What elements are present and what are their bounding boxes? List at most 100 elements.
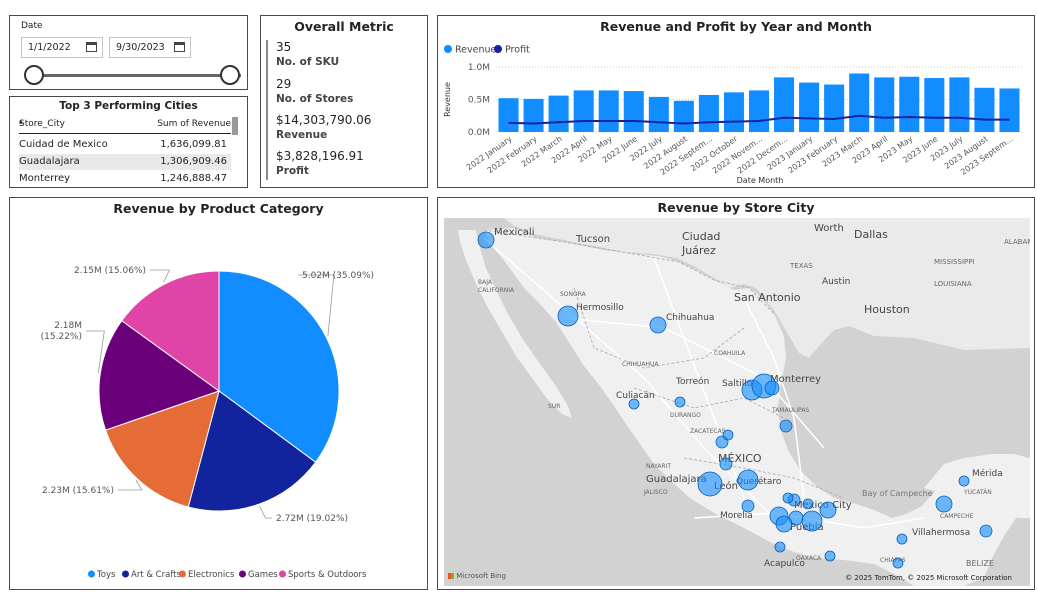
table-row[interactable]: Guadalajara 1,306,909.46 xyxy=(19,154,231,170)
revenue-profit-chart-card: Revenue and Profit by Year and Month Rev… xyxy=(437,15,1035,188)
map-place-label: Bay of Campeche xyxy=(862,489,933,498)
store-city-bubble xyxy=(674,396,686,408)
revenue-bar xyxy=(774,77,795,132)
map-place-label: San Antonio xyxy=(734,291,801,304)
map-place-label: Tucson xyxy=(575,234,610,245)
city-cell: Cuidad de Mexico xyxy=(19,139,108,150)
legend-label: Revenue xyxy=(455,45,497,56)
map-place-label: CAMPECHE xyxy=(940,513,974,520)
revenue-bar xyxy=(673,100,694,132)
revenue-bar xyxy=(598,90,619,132)
store-city-bubble xyxy=(779,419,793,433)
map-canvas[interactable]: Mexicali Tucson Ciudad Juárez Worth Dallas ALA… xyxy=(444,218,1030,586)
pie-slice xyxy=(98,319,221,431)
map-place-label: Chihuahua xyxy=(666,313,714,323)
overall-metric-card: Overall Metric 35 No. of SKU 29 No. of S… xyxy=(260,15,428,188)
y-tick-label: 0.5M xyxy=(468,96,490,106)
map-place-label: YUCATÁN xyxy=(963,489,992,496)
pie-data-label: 2.18M xyxy=(54,321,82,331)
city-cell: Guadalajara xyxy=(19,156,80,167)
store-city-bubble xyxy=(801,510,823,532)
scrollbar[interactable] xyxy=(232,117,238,135)
map-place-label: Saltillo xyxy=(722,379,753,389)
map-place-label: Hermosillo xyxy=(576,303,624,313)
legend-marker xyxy=(239,570,246,578)
revenue-bar xyxy=(874,77,895,132)
revenue-bar xyxy=(924,78,945,132)
end-date-value: 9/30/2023 xyxy=(116,42,165,53)
store-city-bubble xyxy=(697,471,723,497)
legend-label: Art & Crafts xyxy=(131,570,181,580)
map-place-label: Houston xyxy=(864,303,910,316)
column-header-city[interactable]: Store_City xyxy=(19,119,65,129)
revenue-bar xyxy=(799,82,820,132)
pie-data-label: (15.22%) xyxy=(41,332,82,342)
sort-ascending-icon: ▲ xyxy=(19,119,23,125)
map-place-label: CALIFORNIA xyxy=(478,287,515,294)
revenue-cell: 1,246,888.47 xyxy=(160,173,227,184)
store-city-bubble xyxy=(737,469,759,491)
map-place-label: Torreón xyxy=(675,376,709,387)
table-row[interactable]: Cuidad de Mexico 1,636,099.81 xyxy=(19,137,231,153)
store-city-bubble xyxy=(819,501,837,519)
revenue-bar xyxy=(723,92,744,132)
map-place-label: CHIAPAS xyxy=(880,557,906,564)
pie-chart: 5.02M (35.09%) 2.72M (19.02%) 2.23M (15.61… xyxy=(41,266,374,580)
profit-value: $3,828,196.91 xyxy=(276,149,364,163)
pie-slice xyxy=(104,390,220,508)
pie-data-label: 2.23M (15.61%) xyxy=(42,486,114,496)
y-axis-label: Revenue xyxy=(443,82,452,117)
store-city-bubble xyxy=(649,316,667,334)
start-date-input[interactable]: 1/1/2022 xyxy=(21,37,103,58)
store-count-value: 29 xyxy=(276,77,292,91)
map-place-label: DURANGO xyxy=(670,412,701,419)
calendar-icon[interactable] xyxy=(86,42,97,52)
map-place-label: MISSISSIPPI xyxy=(934,258,975,266)
store-city-bubble xyxy=(935,495,953,513)
date-range-slider[interactable] xyxy=(43,74,241,77)
slider-end-handle[interactable] xyxy=(220,65,240,85)
map-place-label: Culiacán xyxy=(616,391,655,401)
column-header-revenue[interactable]: Sum of Revenue xyxy=(157,119,231,129)
map-place-label: Guadalajara xyxy=(646,474,707,485)
store-city-bubble xyxy=(764,380,780,396)
revenue-bar xyxy=(698,94,719,132)
borders xyxy=(483,229,845,499)
pie-leader-line xyxy=(150,269,171,283)
end-date-input[interactable]: 9/30/2023 xyxy=(109,37,191,58)
land-usa xyxy=(444,218,1030,358)
map-place-label: NAYARIT xyxy=(646,463,671,470)
map-place-label: Morelia xyxy=(720,511,753,521)
store-city-bubble xyxy=(802,498,814,510)
legend-label: Electronics xyxy=(188,570,235,580)
sku-count-value: 35 xyxy=(276,40,292,54)
map-place-label: SONORA xyxy=(560,291,587,298)
revenue-profit-chart-title: Revenue and Profit by Year and Month xyxy=(600,19,872,34)
pie-slice xyxy=(121,270,220,392)
pie-slice xyxy=(218,270,340,463)
map-place-label: Mexicali xyxy=(494,227,534,238)
metric-divider xyxy=(266,40,268,180)
microsoft-logo-icon xyxy=(448,573,454,579)
calendar-icon[interactable] xyxy=(174,42,185,52)
y-tick-label: 0.0M xyxy=(468,128,490,138)
date-slicer: Date 1/1/2022 9/30/2023 xyxy=(9,15,248,90)
city-cell: Monterrey xyxy=(19,173,71,184)
revenue-bar xyxy=(974,87,995,132)
store-city-bubble xyxy=(979,524,993,538)
pie-leader-line xyxy=(298,274,335,337)
revenue-bar xyxy=(648,96,669,132)
legend-marker xyxy=(444,45,452,53)
revenue-bar xyxy=(548,95,569,132)
map-place-label: Querétaro xyxy=(736,476,782,487)
map-card: Revenue by Store City xyxy=(437,197,1035,590)
slider-start-handle[interactable] xyxy=(24,65,44,85)
table-row[interactable]: Monterrey 1,246,888.47 xyxy=(19,171,231,187)
revenue-cell: 1,636,099.81 xyxy=(160,139,227,150)
map-place-label: CHIHUAHUA xyxy=(622,361,659,368)
pie-leader-line xyxy=(118,480,143,491)
